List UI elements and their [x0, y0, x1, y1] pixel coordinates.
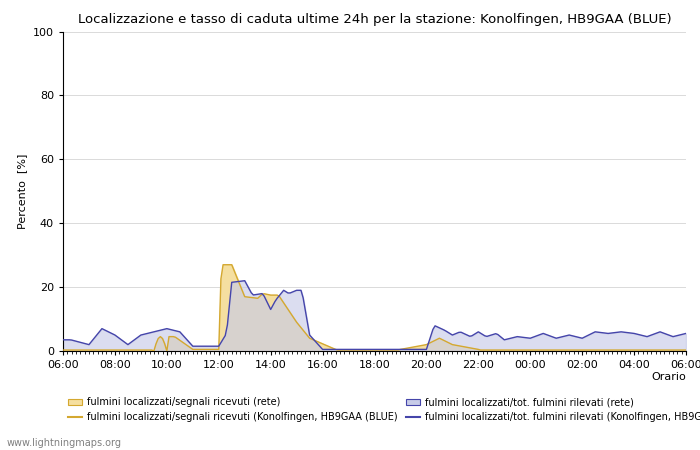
Legend: fulmini localizzati/segnali ricevuti (rete), fulmini localizzati/segnali ricevut: fulmini localizzati/segnali ricevuti (re… [68, 397, 700, 422]
Title: Localizzazione e tasso di caduta ultime 24h per la stazione: Konolfingen, HB9GAA: Localizzazione e tasso di caduta ultime … [78, 13, 671, 26]
Text: Orario: Orario [651, 372, 686, 382]
Text: www.lightningmaps.org: www.lightningmaps.org [7, 438, 122, 448]
Y-axis label: Percento  [%]: Percento [%] [18, 153, 27, 229]
